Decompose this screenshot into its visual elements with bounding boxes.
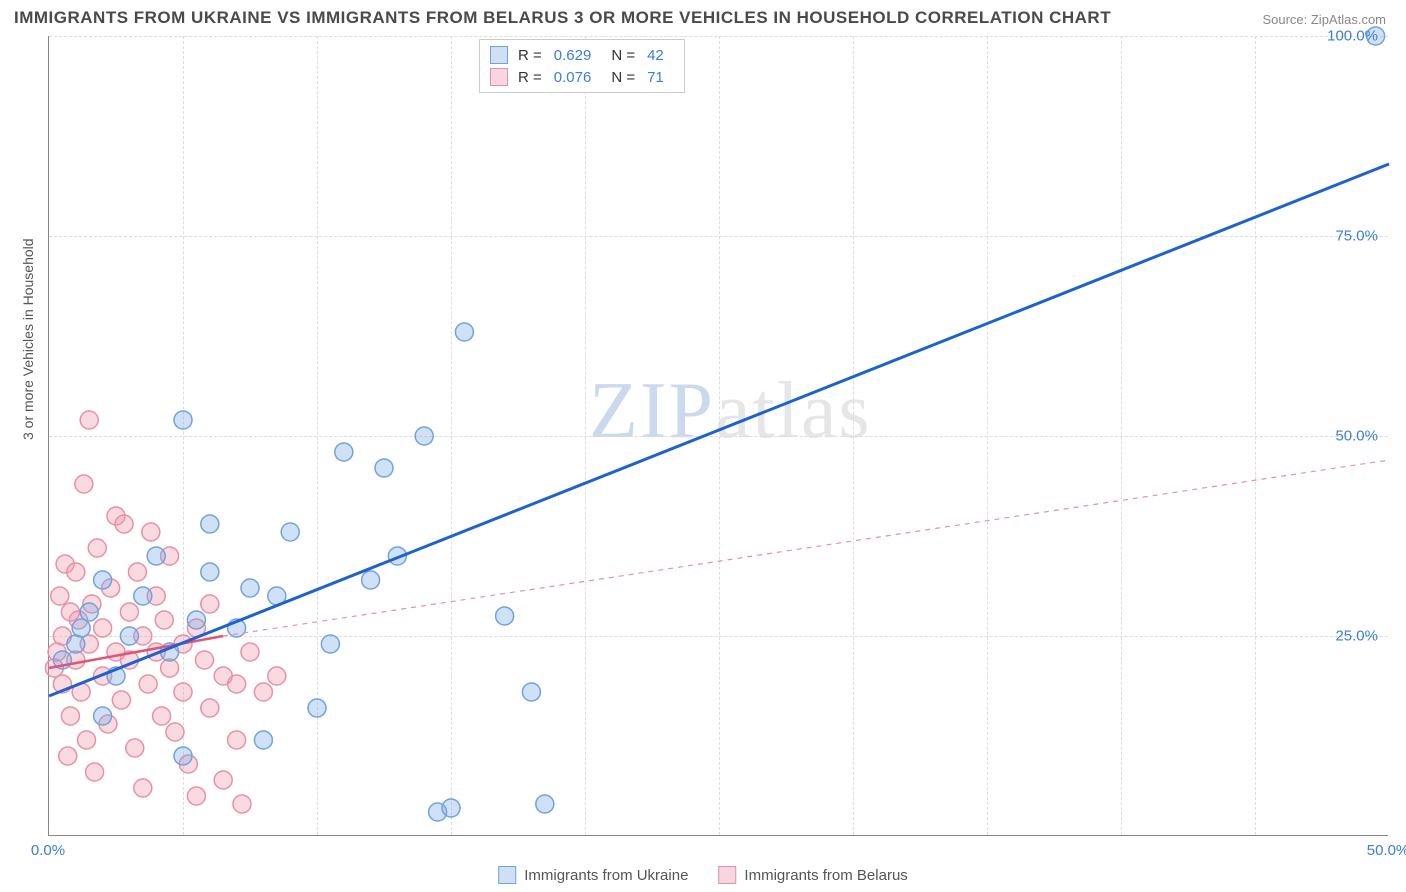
legend-item-belarus: Immigrants from Belarus bbox=[718, 866, 907, 884]
legend-swatch-ukraine bbox=[498, 866, 516, 884]
r-value-ukraine: 0.629 bbox=[554, 47, 592, 64]
legend-swatch-belarus bbox=[490, 68, 508, 86]
y-tick-label: 100.0% bbox=[1327, 28, 1378, 45]
x-tick-label: 50.0% bbox=[1367, 842, 1406, 859]
r-label: R = bbox=[518, 69, 542, 86]
legend-swatch-ukraine bbox=[490, 46, 508, 64]
y-tick-label: 50.0% bbox=[1335, 428, 1378, 445]
legend-swatch-belarus bbox=[718, 866, 736, 884]
n-label: N = bbox=[611, 69, 635, 86]
n-value-belarus: 71 bbox=[647, 69, 664, 86]
y-tick-label: 25.0% bbox=[1335, 628, 1378, 645]
chart-svg bbox=[49, 36, 1388, 835]
bottom-legend: Immigrants from Ukraine Immigrants from … bbox=[498, 866, 908, 884]
correlation-legend: R = 0.629 N = 42 R = 0.076 N = 71 bbox=[479, 39, 685, 93]
corr-legend-row-belarus: R = 0.076 N = 71 bbox=[490, 66, 674, 88]
x-tick-label: 0.0% bbox=[31, 842, 65, 859]
plot-area: ZIPatlas R = 0.629 N = 42 R = 0.076 N = … bbox=[48, 36, 1388, 836]
y-tick-label: 75.0% bbox=[1335, 228, 1378, 245]
legend-label-belarus: Immigrants from Belarus bbox=[744, 867, 907, 884]
legend-item-ukraine: Immigrants from Ukraine bbox=[498, 866, 688, 884]
legend-label-ukraine: Immigrants from Ukraine bbox=[524, 867, 688, 884]
chart-title: IMMIGRANTS FROM UKRAINE VS IMMIGRANTS FR… bbox=[14, 8, 1111, 28]
r-value-belarus: 0.076 bbox=[554, 69, 592, 86]
source-attribution: Source: ZipAtlas.com bbox=[1262, 12, 1386, 27]
n-value-ukraine: 42 bbox=[647, 47, 664, 64]
n-label: N = bbox=[611, 47, 635, 64]
corr-legend-row-ukraine: R = 0.629 N = 42 bbox=[490, 44, 674, 66]
y-axis-label: 3 or more Vehicles in Household bbox=[20, 238, 36, 440]
r-label: R = bbox=[518, 47, 542, 64]
